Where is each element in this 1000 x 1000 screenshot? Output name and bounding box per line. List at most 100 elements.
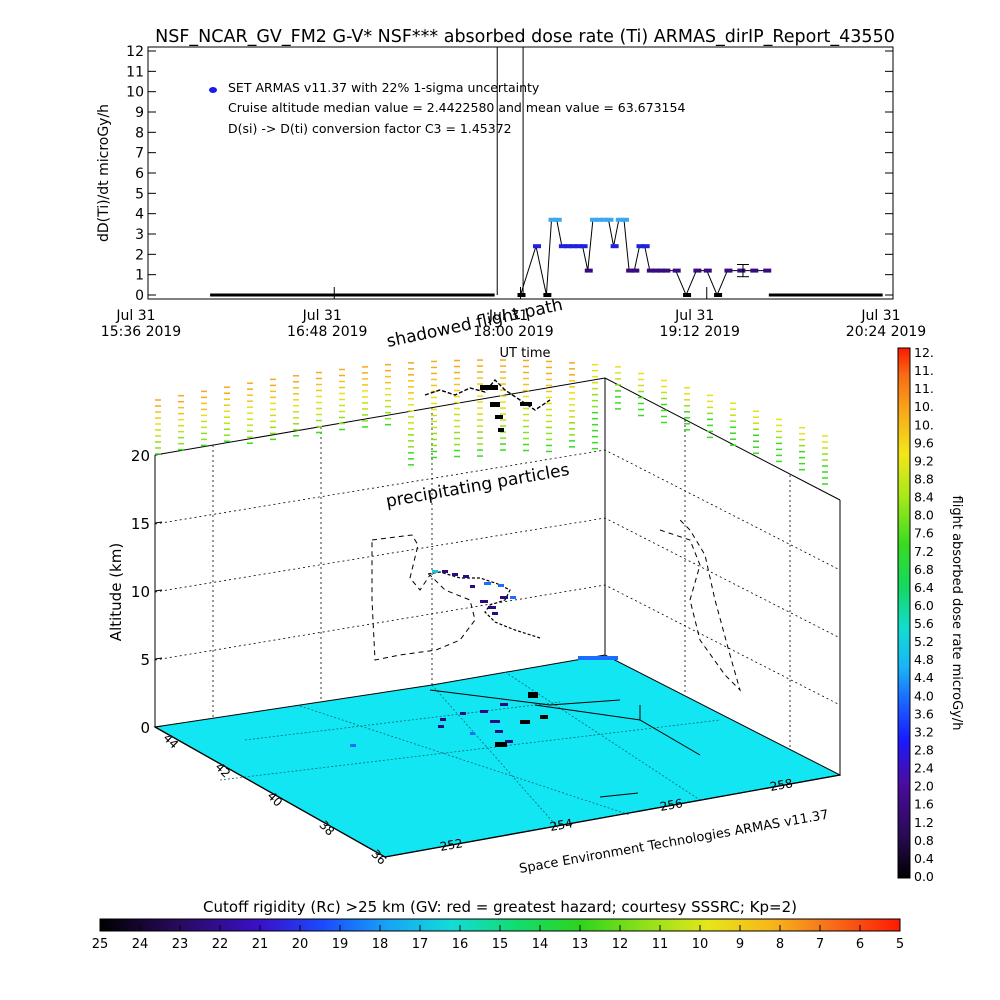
x-tick-label-day: Jul 31	[115, 308, 155, 324]
colorbar-ticks: 0.0 0.4 0.8 1.2 1.6 2.0 2.4 2.8 3.2 3.6 4.0 4.4 4.8 5…	[914, 345, 934, 884]
colorbar-tick-label: 8.4	[914, 490, 934, 505]
colorbar-tick-label: 10.	[914, 417, 934, 432]
data-point	[750, 268, 759, 273]
cutoff-tick-label: 7	[816, 937, 824, 952]
precipitating-particles-field	[155, 359, 828, 485]
colorbar-tick-label: 1.6	[914, 797, 934, 812]
data-point	[714, 293, 723, 297]
colorbar-tick-label: 11.	[914, 381, 934, 396]
y-tick-label: 9	[135, 105, 144, 121]
x-tick-label-time: 16:48 2019	[287, 324, 367, 340]
data-point	[657, 268, 666, 273]
z-tick	[154, 589, 163, 592]
top-series	[210, 47, 883, 297]
data-point	[589, 217, 598, 222]
annotation-conversion: D(si) -> D(ti) conversion factor C3 = 1.…	[228, 121, 512, 136]
y-tick-label: 10	[126, 85, 144, 101]
z-tick	[154, 657, 163, 660]
data-point	[620, 217, 629, 222]
colorbar-tick-label: 0.4	[914, 851, 934, 866]
x-tick-label-time: 19:12 2019	[660, 324, 740, 340]
cutoff-tick-label: 10	[692, 937, 709, 952]
cutoff-tick-label: 20	[292, 937, 309, 952]
data-point	[672, 268, 681, 273]
data-point	[558, 244, 567, 249]
colorbar-tick-label: 4.0	[914, 688, 934, 703]
y-tick-label: 8	[135, 125, 144, 141]
cutoff-tick-label: 11	[652, 937, 669, 952]
data-point	[724, 268, 733, 273]
y-tick-label: 5	[135, 186, 144, 202]
colorbar-tick-label: 9.6	[914, 435, 934, 450]
colorbar-tick-label: 2.4	[914, 761, 934, 776]
x-tick-label-day: Jul 31	[488, 308, 528, 324]
colorbar-tick-label: 0.0	[914, 869, 934, 884]
z-tick-label: 5	[140, 651, 150, 669]
cutoff-rigidity-ticks: 25 24 23 22 21 20 19 18 17 16 15 14 13 12 11 10 9 8 7 6 5	[92, 925, 904, 952]
cutoff-tick-label: 8	[776, 937, 784, 952]
z-tick-label: 20	[131, 447, 150, 465]
colorbar-tick-label: 8.8	[914, 471, 934, 486]
cutoff-tick-label: 13	[572, 937, 589, 952]
longitude-tick-label: 258	[769, 776, 794, 794]
data-point	[569, 244, 578, 249]
z-tick-label: 0	[140, 719, 150, 737]
colorbar-tick-label: 4.8	[914, 652, 934, 667]
series-line	[520, 219, 767, 297]
legend: SET ARMAS v11.37 with 22% 1-sigma uncert…	[209, 80, 685, 136]
data-point	[543, 293, 552, 297]
colorbar-tick-label: 6.8	[914, 562, 934, 577]
data-point	[683, 293, 692, 297]
cutoff-rigidity-label: Cutoff rigidity (Rc) >25 km (GV: red = g…	[203, 898, 797, 916]
cutoff-tick-label: 15	[492, 937, 509, 952]
y-tick-label: 4	[135, 207, 144, 223]
data-point	[605, 217, 614, 222]
flight-path-shadow	[371, 519, 742, 692]
cutoff-tick-label: 12	[612, 937, 629, 952]
z-tick	[154, 521, 163, 524]
x-tick-label-time: 18:00 2019	[473, 324, 553, 340]
y-tick-label: 2	[135, 247, 144, 263]
y-tick-label: 0	[135, 288, 144, 304]
colorbar-label: flight absorbed dose rate microGy/h	[949, 496, 964, 731]
cutoff-tick-label: 6	[856, 937, 864, 952]
data-point	[595, 217, 604, 222]
colorbar-tick-label: 12.	[914, 345, 934, 360]
x-tick-label-day: Jul 31	[860, 308, 900, 324]
data-point	[584, 268, 593, 273]
colorbar-tick-label: 5.6	[914, 616, 934, 631]
top-x-axis-label: UT time	[500, 346, 551, 361]
cutoff-tick-label: 22	[212, 937, 229, 952]
data-point	[610, 244, 619, 249]
y-tick-label: 7	[135, 146, 144, 162]
z-tick-label: 10	[131, 583, 150, 601]
colorbar-tick-label: 3.2	[914, 724, 934, 739]
data-point	[533, 244, 542, 249]
colorbar-tick-label: 2.0	[914, 779, 934, 794]
colorbar-tick-label: 7.2	[914, 544, 934, 559]
data-point	[693, 268, 702, 273]
data-point	[646, 268, 655, 273]
y-tick-label: 11	[126, 64, 144, 80]
data-point	[517, 293, 526, 297]
longitude-tick-label: 254	[549, 816, 574, 834]
data-point	[737, 268, 746, 273]
cutoff-tick-label: 18	[372, 937, 389, 952]
cutoff-tick-label: 23	[172, 937, 189, 952]
colorbar-tick-label: 6.0	[914, 598, 934, 613]
x-tick-label-time: 15:36 2019	[101, 324, 181, 340]
data-point	[579, 244, 588, 249]
x-tick-label-day: Jul 31	[302, 308, 342, 324]
cutoff-tick-label: 16	[452, 937, 469, 952]
y-tick-label: 6	[135, 166, 144, 182]
colorbar-tick-label: 7.6	[914, 526, 934, 541]
colorbar-tick-label: 9.2	[914, 453, 934, 468]
colorbar-tick-label: 11.	[914, 363, 934, 378]
colorbar-tick-label: 3.6	[914, 706, 934, 721]
z-ticks: 0 5 10 15 20	[131, 447, 163, 737]
z-tick	[154, 725, 163, 728]
cutoff-tick-label: 5	[896, 937, 904, 952]
